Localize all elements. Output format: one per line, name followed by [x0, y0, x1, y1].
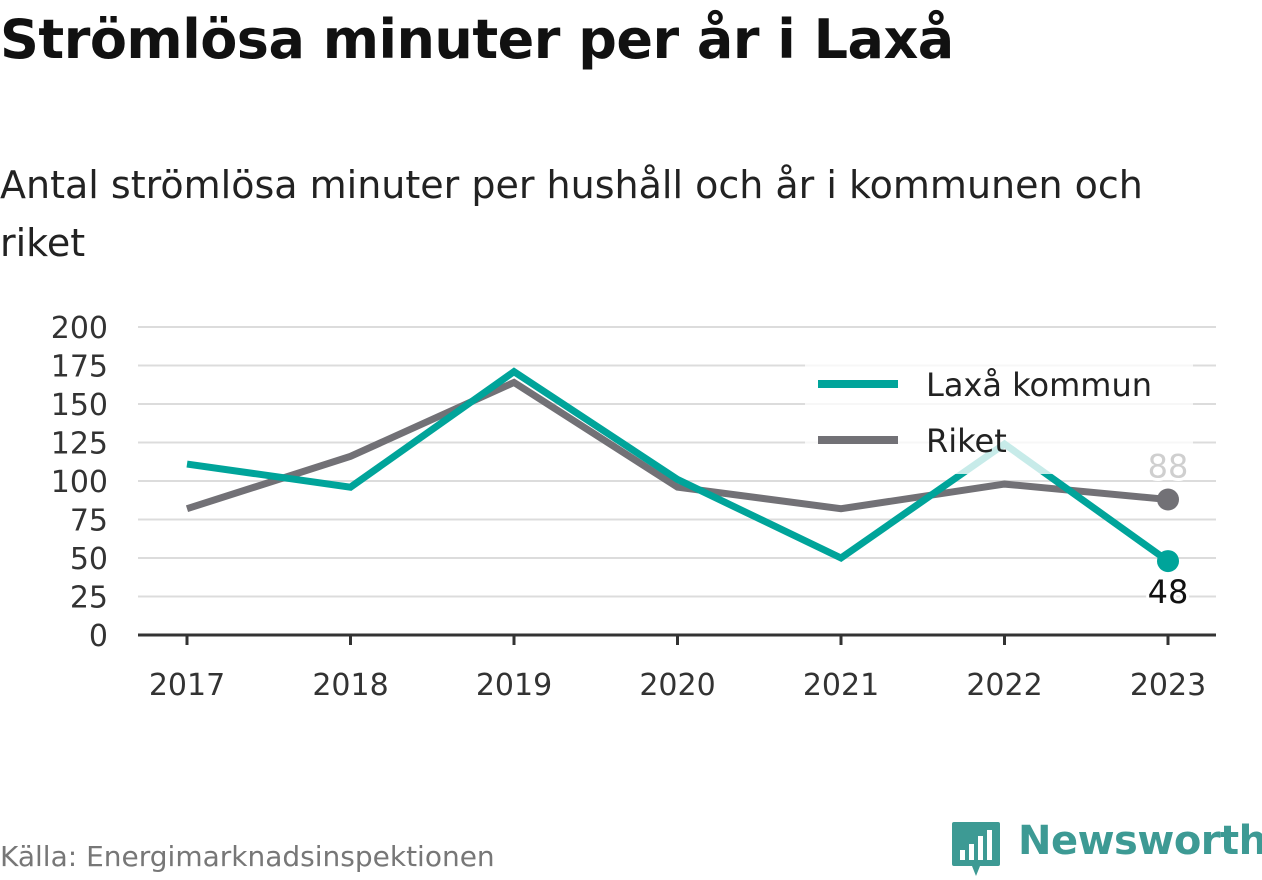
chart-title: Strömlösa minuter per år i Laxå: [0, 8, 954, 71]
chart-subtitle: Antal strömlösa minuter per hushåll och …: [0, 163, 1143, 265]
y-tick-label: 25: [70, 581, 108, 616]
legend: Laxå kommun Riket: [805, 358, 1193, 474]
y-tick-label: 100: [51, 465, 108, 500]
source-note: Källa: Energimarknadsinspektionen: [0, 840, 495, 873]
end-value-label: 88: [1148, 447, 1189, 485]
x-tick-label: 2023: [1130, 668, 1206, 703]
y-tick-label: 200: [51, 311, 108, 346]
y-tick-label: 50: [70, 542, 108, 577]
y-tick-label: 75: [70, 504, 108, 539]
x-tick-label: 2017: [149, 668, 225, 703]
legend-label: Riket: [926, 422, 1007, 460]
x-tick-label: 2020: [639, 668, 715, 703]
series-end-point: [1157, 550, 1179, 573]
end-value-label: 48: [1148, 573, 1189, 611]
legend-label: Laxå kommun: [926, 366, 1152, 404]
x-tick-label: 2018: [312, 668, 388, 703]
end-labels: 48 88: [1145, 444, 1192, 614]
bar-chart-badge-icon: [952, 822, 1000, 876]
x-tick-label: 2019: [476, 668, 552, 703]
legend-box: [805, 358, 1193, 474]
y-tick-label: 150: [51, 388, 108, 423]
series-end-point: [1157, 488, 1179, 511]
x-tick-label: 2022: [966, 668, 1042, 703]
brand-name: Newsworthy: [1018, 818, 1262, 864]
x-axis: 2017 2018 2019 2020 2021 2022 2023: [138, 633, 1216, 703]
y-tick-label: 125: [51, 427, 108, 462]
series-line: [185, 378, 1169, 513]
x-tick-label: 2021: [803, 668, 879, 703]
y-tick-label: 175: [51, 350, 108, 385]
y-tick-label: 0: [89, 619, 108, 654]
